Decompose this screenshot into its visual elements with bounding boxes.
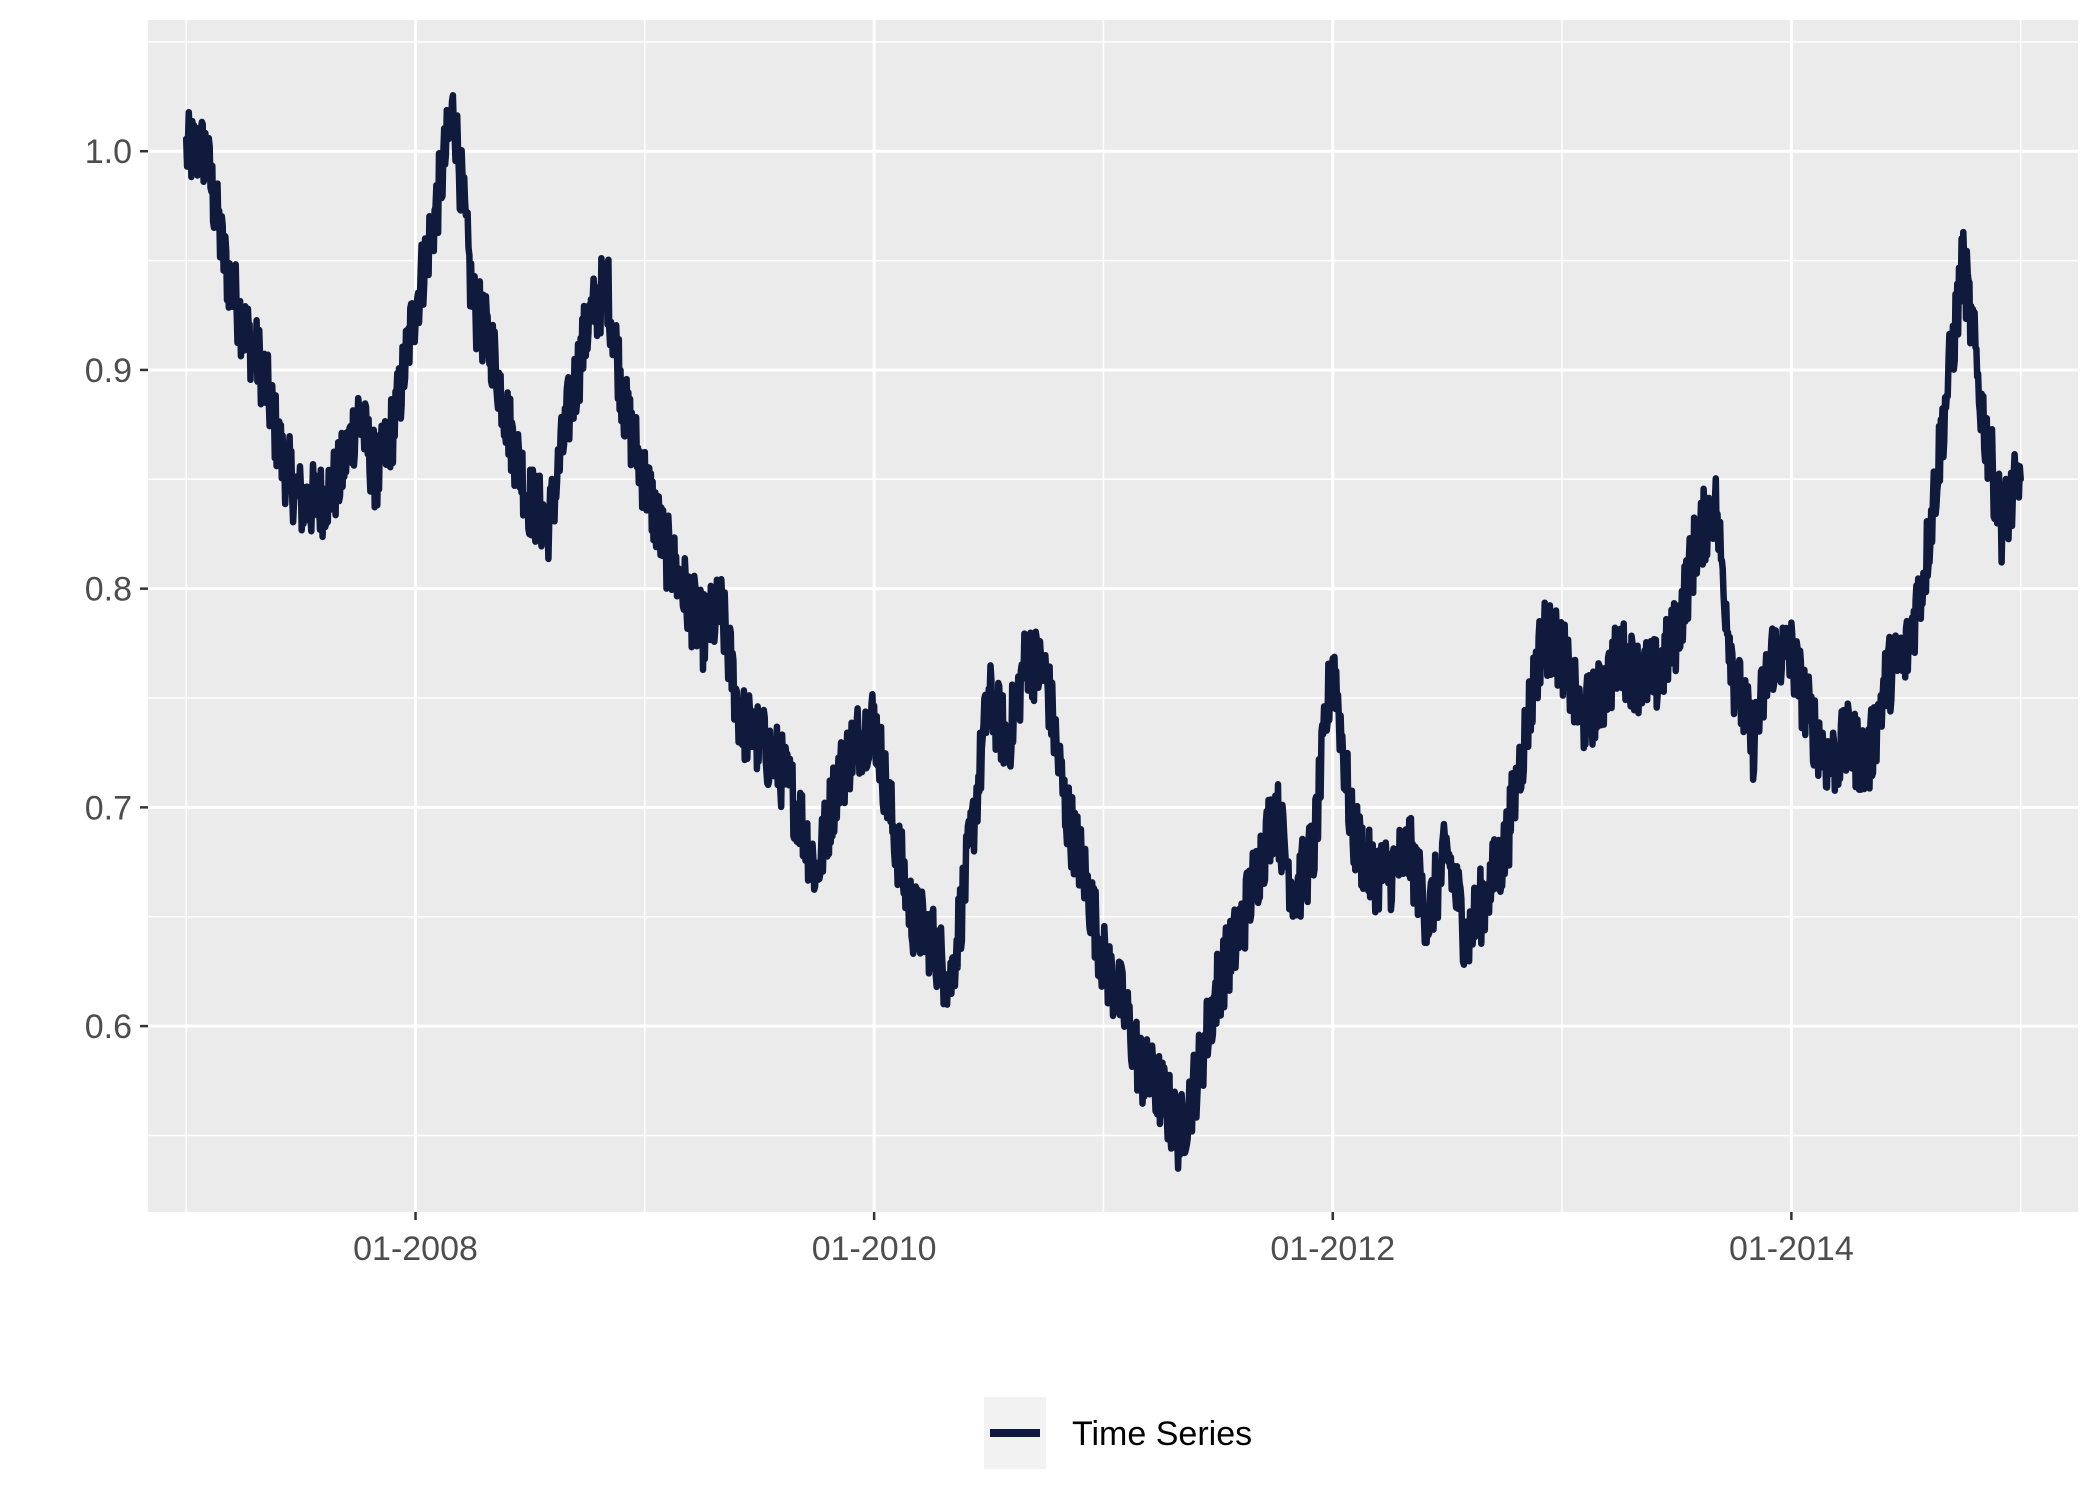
x-axis: 01-2008 01-2010 01-2012 01-2014 — [353, 1212, 1854, 1268]
y-tick-label: 0.9 — [85, 352, 132, 390]
y-tick-label: 1.0 — [85, 133, 132, 171]
grid-major — [148, 20, 2078, 1212]
y-tick-label: 0.7 — [85, 789, 132, 827]
x-tick-label: 01-2010 — [812, 1230, 937, 1268]
y-tick-label: 0.8 — [85, 571, 132, 609]
y-tick-label: 0.6 — [85, 1008, 132, 1046]
series-line — [182, 92, 2024, 1172]
grid-minor — [148, 20, 2078, 1212]
legend: Time Series — [984, 1397, 1252, 1469]
y-axis: 0.6 0.7 0.8 0.9 1.0 — [85, 133, 148, 1046]
x-tick-label: 01-2008 — [353, 1230, 478, 1268]
x-tick-label: 01-2012 — [1270, 1230, 1395, 1268]
series-lines — [182, 92, 2024, 1172]
legend-label: Time Series — [1072, 1415, 1252, 1453]
x-tick-label: 01-2014 — [1729, 1230, 1854, 1268]
